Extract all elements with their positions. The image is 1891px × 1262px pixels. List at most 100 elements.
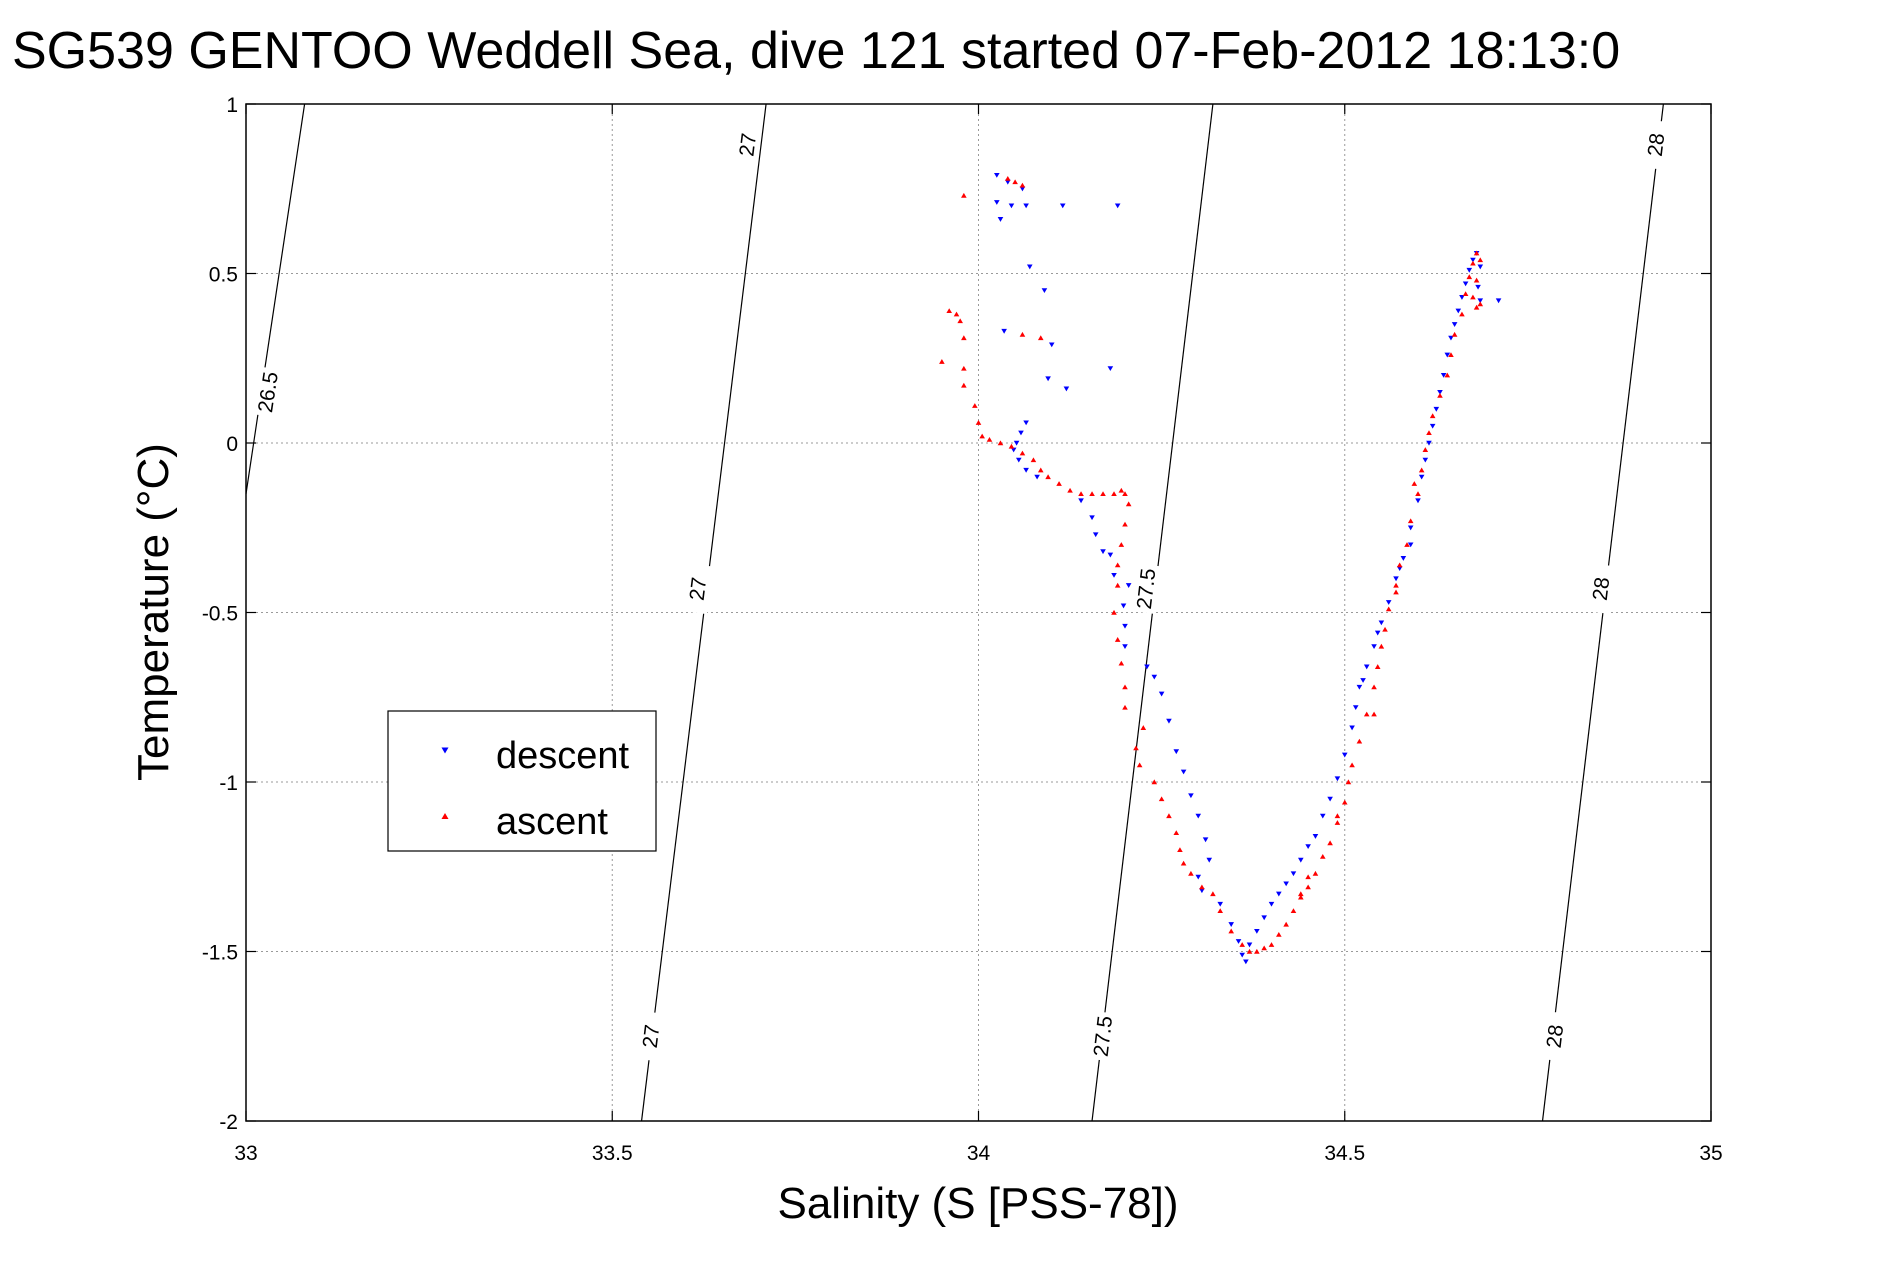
ascent-point: [1363, 711, 1370, 717]
descent-point: [1426, 440, 1432, 446]
ascent-point: [1396, 562, 1403, 568]
legend-ascent-label: ascent: [496, 801, 608, 843]
descent-point: [1013, 440, 1020, 446]
descent-point: [1444, 352, 1451, 358]
descent-point: [1475, 284, 1481, 290]
ascent-point: [1349, 762, 1355, 768]
ascent-point: [1422, 447, 1429, 452]
descent-point: [1019, 186, 1026, 192]
data-series: [939, 172, 1502, 965]
ascent-point: [961, 382, 967, 388]
ascent-point: [1341, 799, 1348, 805]
ascent-point: [1078, 491, 1084, 497]
density-contour-line: [245, 103, 306, 494]
descent-point: [1415, 498, 1421, 504]
descent-point: [1407, 542, 1414, 548]
descent-point: [1023, 420, 1029, 426]
ascent-point: [997, 440, 1004, 446]
ascent-point: [1180, 860, 1187, 866]
ascent-point: [1217, 908, 1224, 914]
ascent-point: [1133, 745, 1139, 751]
y-tick-label: -1.5: [202, 942, 238, 965]
contour-label-backdrop: [252, 366, 284, 418]
ascent-point: [1473, 304, 1480, 310]
ascent-point: [1056, 481, 1062, 486]
ascent-point: [1393, 582, 1399, 588]
ascent-point: [1462, 291, 1469, 297]
ascent-point: [1334, 813, 1341, 819]
ascent-point: [1118, 660, 1125, 666]
ascent-point: [1312, 870, 1319, 876]
descent-point: [1206, 857, 1213, 863]
ascent-point: [1151, 779, 1158, 785]
contour-label: 27.5: [1133, 567, 1161, 610]
ascent-point: [1470, 260, 1476, 266]
descent-point: [1356, 684, 1363, 690]
series-ascent: [939, 175, 1484, 954]
x-tick-label: 33: [234, 1142, 257, 1165]
ascent-point: [1319, 853, 1326, 859]
ascent-point: [957, 318, 963, 324]
legend-box: [387, 710, 657, 852]
descent-point: [1470, 257, 1476, 263]
ascent-point: [1356, 738, 1363, 744]
y-tick-label: 0.5: [209, 264, 238, 287]
descent-point: [1374, 630, 1381, 636]
descent-point: [1125, 583, 1132, 588]
y-tick-label: -2: [219, 1111, 238, 1134]
ascent-point: [979, 433, 985, 439]
descent-point: [1495, 298, 1502, 304]
ascent-point: [1019, 450, 1026, 456]
ascent-point: [1118, 487, 1125, 493]
descent-point: [1268, 901, 1275, 907]
descent-point: [1477, 298, 1484, 304]
ascent-point: [1426, 430, 1432, 436]
ascent-point: [1136, 762, 1143, 768]
contour-label: 27: [686, 576, 712, 602]
descent-point: [1378, 620, 1385, 626]
ascent-point: [1122, 521, 1128, 527]
ascent-point: [1473, 250, 1480, 256]
ascent-point: [1111, 609, 1117, 615]
descent-point: [1114, 203, 1121, 209]
ascent-point: [1477, 257, 1484, 263]
ascent-point: [1140, 725, 1147, 730]
descent-point: [1023, 467, 1029, 473]
descent-point: [1158, 691, 1165, 697]
descent-point: [1349, 725, 1355, 731]
descent-point: [1063, 386, 1070, 392]
ascent-point: [972, 403, 978, 408]
descent-point: [1363, 664, 1370, 670]
legend-descent-label: descent: [496, 735, 630, 777]
descent-point: [1059, 203, 1066, 209]
descent-point: [1026, 264, 1033, 270]
descent-point: [1246, 942, 1253, 948]
descent-point: [1341, 752, 1348, 758]
descent-point: [1045, 376, 1051, 382]
ascent-point: [961, 365, 967, 371]
chart-title: SG539 GENTOO Weddell Sea, dive 121 start…: [12, 22, 1620, 80]
grid-lines: [246, 104, 1711, 1121]
descent-point: [1334, 776, 1341, 782]
y-axis-label: Temperature (°C): [129, 443, 178, 781]
ascent-point: [975, 420, 982, 425]
descent-point: [1034, 474, 1040, 480]
descent-point: [1462, 281, 1469, 287]
ascent-point: [1067, 487, 1073, 493]
ascent-point: [1158, 796, 1165, 802]
x-tick-label: 34: [967, 1142, 991, 1165]
descent-point: [1477, 264, 1484, 270]
ascent-point: [1327, 840, 1333, 846]
descent-point: [1312, 834, 1319, 839]
ascent-point: [1111, 491, 1117, 497]
ascent-point: [961, 335, 967, 341]
descent-point: [1228, 922, 1235, 927]
descent-point: [1298, 857, 1304, 863]
descent-point: [1290, 871, 1297, 877]
descent-point: [1448, 335, 1454, 341]
ascent-point: [1177, 847, 1183, 852]
ascent-point: [1371, 711, 1377, 717]
ascent-point: [1385, 606, 1392, 612]
descent-point: [1261, 915, 1267, 921]
